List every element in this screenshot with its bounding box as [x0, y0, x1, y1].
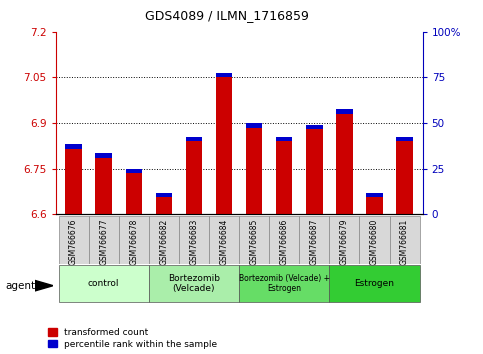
- Bar: [239, 216, 269, 264]
- Bar: [185, 137, 202, 214]
- Bar: [58, 216, 89, 264]
- Text: Bortezomib (Velcade) +
Estrogen: Bortezomib (Velcade) + Estrogen: [239, 274, 330, 293]
- Bar: [299, 216, 329, 264]
- Text: agent: agent: [6, 281, 36, 291]
- Text: Estrogen: Estrogen: [355, 279, 395, 288]
- Bar: [89, 216, 119, 264]
- Legend: transformed count, percentile rank within the sample: transformed count, percentile rank withi…: [48, 328, 217, 349]
- Text: GSM766684: GSM766684: [220, 218, 228, 265]
- Bar: [269, 216, 299, 264]
- Text: GSM766685: GSM766685: [250, 218, 258, 265]
- Polygon shape: [35, 280, 53, 291]
- Bar: [65, 144, 82, 214]
- Bar: [336, 109, 353, 214]
- Bar: [366, 193, 383, 214]
- Bar: [65, 144, 82, 149]
- Bar: [239, 265, 329, 302]
- Bar: [149, 216, 179, 264]
- Bar: [216, 73, 232, 214]
- Text: GSM766679: GSM766679: [340, 218, 349, 265]
- Text: Bortezomib
(Velcade): Bortezomib (Velcade): [168, 274, 220, 293]
- Bar: [389, 216, 420, 264]
- Text: GDS4089 / ILMN_1716859: GDS4089 / ILMN_1716859: [145, 9, 309, 22]
- Bar: [185, 137, 202, 141]
- Text: GSM766680: GSM766680: [370, 218, 379, 265]
- Text: GSM766683: GSM766683: [189, 218, 199, 265]
- Bar: [179, 216, 209, 264]
- Bar: [359, 216, 389, 264]
- Bar: [306, 125, 323, 214]
- Bar: [366, 193, 383, 198]
- Text: GSM766681: GSM766681: [400, 218, 409, 264]
- Bar: [209, 216, 239, 264]
- Bar: [126, 169, 142, 173]
- Text: GSM766678: GSM766678: [129, 218, 138, 265]
- Bar: [119, 216, 149, 264]
- Bar: [156, 193, 172, 198]
- Bar: [216, 73, 232, 78]
- Bar: [246, 123, 262, 214]
- Bar: [156, 193, 172, 214]
- Text: control: control: [88, 279, 119, 288]
- Bar: [329, 216, 359, 264]
- Bar: [126, 169, 142, 214]
- Text: GSM766686: GSM766686: [280, 218, 289, 265]
- Bar: [276, 137, 293, 214]
- Bar: [149, 265, 239, 302]
- Text: GSM766687: GSM766687: [310, 218, 319, 265]
- Bar: [96, 153, 112, 158]
- Bar: [329, 265, 420, 302]
- Bar: [396, 137, 413, 214]
- Bar: [58, 265, 149, 302]
- Bar: [336, 109, 353, 114]
- Text: GSM766682: GSM766682: [159, 218, 169, 264]
- Text: GSM766676: GSM766676: [69, 218, 78, 265]
- Bar: [276, 137, 293, 141]
- Bar: [96, 153, 112, 214]
- Bar: [396, 137, 413, 141]
- Text: GSM766677: GSM766677: [99, 218, 108, 265]
- Bar: [246, 123, 262, 127]
- Bar: [306, 125, 323, 129]
